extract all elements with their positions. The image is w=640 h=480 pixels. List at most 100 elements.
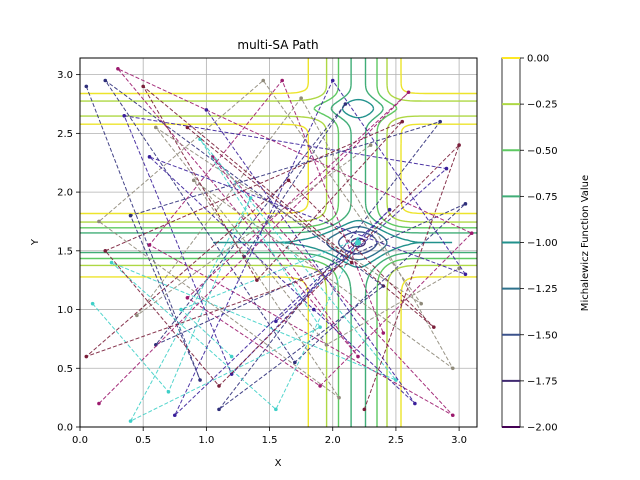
colorbar-tick-label: −2.00: [527, 423, 558, 434]
y-tick-label: 3.0: [57, 70, 73, 81]
sa-path-point: [450, 366, 455, 371]
x-tick-label: 2.0: [325, 435, 341, 446]
sa-path-point: [368, 143, 373, 147]
sa-path-point: [274, 407, 278, 412]
colorbar-tick-label: −0.50: [527, 146, 558, 157]
sa-path-point: [109, 260, 114, 265]
x-axis-ticks: 0.0 0.5 1.0 1.5 2.0 2.5 3.0: [72, 427, 467, 446]
sa-path-point: [457, 143, 461, 147]
colorbar-tick-label: −1.50: [527, 330, 558, 341]
sa-path-point: [274, 319, 278, 324]
sa-path-point: [198, 378, 202, 382]
sa-path-point: [97, 401, 101, 406]
sa-path-point: [84, 84, 89, 89]
contour-line: [80, 58, 477, 427]
y-tick-label: 0.5: [57, 364, 73, 375]
y-axis-label: Y: [30, 238, 41, 246]
contour-line: [213, 98, 453, 268]
sa-path-point: [457, 266, 461, 271]
sa-path-point: [463, 202, 468, 206]
y-tick-label: 1.0: [57, 305, 73, 316]
minimum-marker: [355, 239, 362, 246]
sa-path-point: [311, 307, 316, 312]
chart-title: multi-SA Path: [237, 38, 318, 52]
sa-path-point: [413, 401, 417, 406]
sa-path-point: [444, 166, 449, 171]
sa-path-point: [229, 354, 234, 359]
colorbar: [501, 57, 521, 428]
colorbar-tick-label: −1.75: [527, 376, 558, 387]
x-tick-label: 0.0: [72, 435, 88, 446]
plot-frame: [79, 57, 478, 428]
sa-path-point: [128, 419, 133, 423]
sa-path-point: [97, 219, 101, 224]
sa-path-point: [356, 354, 360, 359]
sa-path-line: [98, 79, 460, 399]
sa-path-point: [248, 196, 253, 200]
sa-path-point: [172, 413, 177, 418]
sa-path-point: [450, 413, 455, 418]
colorbar-tick-label: −1.00: [527, 238, 558, 249]
sa-path-point: [432, 325, 436, 329]
x-tick-label: 1.0: [198, 435, 214, 446]
sa-path-point: [185, 125, 190, 130]
sa-path-point: [362, 407, 367, 412]
minimum-point: [355, 239, 362, 246]
sa-path-point: [198, 137, 202, 142]
sa-path-point: [286, 178, 291, 183]
x-tick-label: 2.5: [388, 435, 404, 446]
sa-path-point: [255, 278, 259, 282]
sa-path-point: [166, 389, 171, 394]
x-axis-label: X: [275, 458, 282, 469]
x-tick-label: 0.5: [135, 435, 151, 446]
sa-path-point: [469, 231, 474, 235]
sa-path-point: [116, 66, 120, 71]
colorbar-tick-label: 0.00: [527, 54, 549, 65]
sa-path-point: [280, 78, 284, 83]
sa-path-point: [261, 78, 266, 83]
sa-path-line: [85, 86, 460, 410]
colorbar-tick-label: −0.25: [527, 100, 558, 111]
sa-path-point: [191, 178, 196, 183]
colorbar-tick-label: −0.75: [527, 192, 558, 203]
sa-path-point: [204, 108, 209, 112]
sa-path-point: [217, 407, 221, 412]
sa-path-point: [337, 395, 341, 400]
colorbar-ticks: 0.00 −0.25 −0.50 −0.75 −1.00 −1.25 −1.50 −1.75 −…: [520, 54, 558, 434]
sa-path-point: [324, 342, 329, 347]
sa-path-point: [103, 78, 108, 83]
sa-path-point: [299, 96, 303, 100]
sa-path-point: [141, 84, 145, 89]
y-tick-label: 2.5: [57, 129, 73, 140]
sa-path-point: [349, 260, 354, 265]
sa-path-point: [179, 307, 183, 312]
sa-path-point: [103, 249, 108, 253]
sa-path-point: [293, 360, 297, 365]
colorbar-label: Michalewicz Function Value: [580, 175, 591, 311]
sa-path-point: [185, 295, 190, 300]
sa-path-point: [90, 301, 95, 306]
sa-path-point: [330, 78, 335, 83]
sa-path-point: [318, 325, 322, 329]
sa-path-line: [85, 80, 466, 410]
sa-path-point: [229, 372, 234, 376]
x-tick-label: 3.0: [451, 435, 467, 446]
y-tick-label: 0.0: [57, 423, 73, 434]
sa-path-point: [135, 313, 139, 318]
y-axis-ticks: 0.0 0.5 1.0 1.5 2.0 2.5 3.0: [57, 70, 80, 434]
sa-path-point: [394, 378, 398, 382]
sa-path-point: [381, 331, 386, 335]
sa-path-point: [154, 125, 158, 130]
sa-path-point: [438, 119, 442, 124]
y-tick-label: 2.0: [57, 188, 73, 199]
sa-path-point: [406, 90, 411, 95]
sa-path-point: [318, 384, 322, 388]
sa-path-point: [400, 119, 405, 124]
sa-path-point: [419, 301, 423, 306]
sa-path-point: [217, 384, 221, 388]
sa-path-point: [463, 272, 468, 277]
colorbar-tick-label: −1.25: [527, 284, 558, 295]
sa-path-point: [343, 102, 348, 106]
sa-path-point: [387, 207, 392, 212]
